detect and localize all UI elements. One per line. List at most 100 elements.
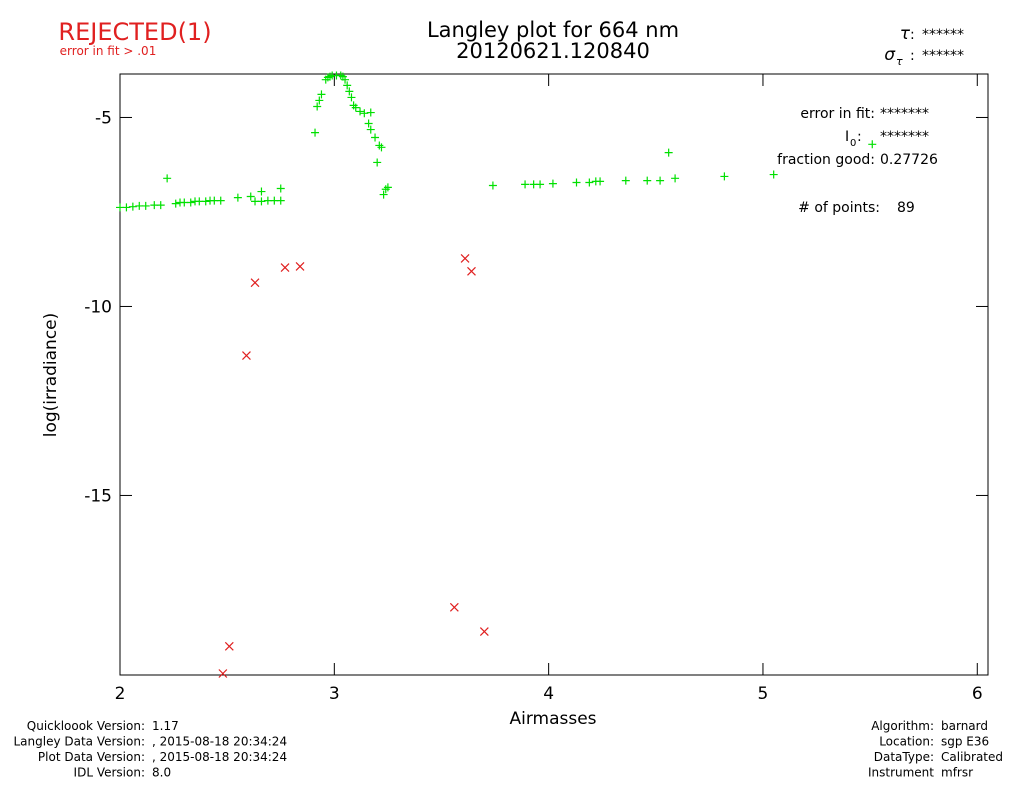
sigma-colon: : [910, 48, 915, 64]
point [460, 254, 470, 263]
footer-label: Quickloook Version: [27, 719, 145, 733]
point [548, 179, 557, 188]
point [467, 266, 476, 276]
footer-value: mfrsr [941, 766, 973, 780]
point [379, 190, 388, 199]
point [163, 174, 172, 183]
point [276, 184, 285, 193]
sigma-sub: τ [896, 55, 903, 68]
point [366, 108, 375, 117]
annotation-label: # of points: [798, 200, 880, 216]
x-tick-label: 2 [115, 684, 126, 704]
footer-label: Instrument [868, 766, 934, 780]
point [216, 196, 225, 205]
point [364, 119, 373, 128]
point [360, 109, 369, 118]
point [171, 199, 180, 208]
y-tick-label: -10 [84, 297, 112, 317]
status: REJECTED(1) [58, 18, 211, 46]
point [141, 201, 150, 210]
point [250, 278, 260, 288]
footer-label: Plot Data Version: [38, 750, 145, 764]
annotation-label: I [845, 129, 849, 145]
point [373, 158, 382, 167]
point [356, 107, 365, 116]
point [720, 172, 729, 181]
x-axis-label: Airmasses [509, 709, 596, 729]
point [656, 176, 665, 185]
point [341, 75, 350, 84]
tau-colon: : [910, 27, 915, 43]
point [311, 128, 320, 137]
point [377, 143, 386, 152]
annotation-sub: 0 [850, 138, 856, 149]
tau-symbol: τ [900, 24, 911, 44]
footer-label: Location: [879, 735, 934, 749]
footer-label: DataType: [874, 750, 934, 764]
tau-value: ****** [922, 27, 964, 43]
footer-value: 1.17 [152, 719, 179, 733]
point [233, 193, 242, 202]
point [621, 176, 630, 185]
point [313, 102, 322, 111]
point [257, 187, 266, 196]
footer-label: Langley Data Version: [13, 735, 145, 749]
point [868, 140, 877, 149]
y-tick-label: -15 [84, 486, 112, 506]
sigma-symbol: σ [884, 45, 896, 65]
point [769, 170, 778, 179]
point [242, 351, 251, 361]
x-tick-label: 3 [329, 684, 340, 704]
point [347, 93, 356, 102]
point [449, 602, 459, 612]
footer-value: , 2015-08-18 20:34:24 [152, 735, 287, 749]
annotation-value: ******* [880, 129, 929, 145]
annotation-value: 89 [897, 200, 915, 216]
point [383, 183, 392, 192]
point [345, 87, 354, 96]
annotation-value: 0.27726 [880, 152, 938, 168]
point [664, 148, 673, 157]
point [643, 176, 652, 185]
footer-label: Algorithm: [871, 719, 934, 733]
point [351, 103, 360, 112]
annotation-colon: : [857, 129, 862, 145]
point [156, 201, 165, 210]
point [315, 96, 324, 105]
footer-value: 8.0 [152, 766, 171, 780]
point [381, 185, 390, 194]
footer-value: sgp E36 [941, 735, 989, 749]
point [201, 197, 210, 206]
footer-label: IDL Version: [74, 766, 145, 780]
annotation-label: fraction good: [777, 152, 875, 168]
y-tick-label: -5 [95, 108, 112, 128]
point [246, 192, 255, 201]
chart-title: Langley plot for 664 nm [427, 18, 679, 42]
sigma-value: ****** [922, 48, 964, 64]
x-tick-label: 6 [972, 684, 983, 704]
plot-frame [119, 73, 989, 676]
point [375, 141, 384, 150]
footer-value: , 2015-08-18 20:34:24 [152, 750, 287, 764]
point [479, 627, 489, 636]
point [224, 641, 234, 651]
point [128, 202, 137, 211]
point [186, 198, 195, 207]
y-axis-label: log(irradiance) [41, 313, 61, 438]
point [596, 177, 605, 186]
point [585, 178, 594, 187]
chart-subtitle: 20120621.120840 [456, 39, 650, 63]
point [366, 125, 375, 134]
point [280, 263, 290, 272]
point [218, 669, 228, 678]
point [336, 71, 345, 80]
point [488, 181, 497, 190]
point [276, 196, 285, 205]
annotation-value: ******* [880, 106, 929, 122]
annotation-label: error in fit: [800, 106, 875, 122]
point [371, 133, 380, 142]
point [295, 261, 305, 271]
x-tick-label: 4 [543, 684, 554, 704]
point [572, 178, 581, 187]
